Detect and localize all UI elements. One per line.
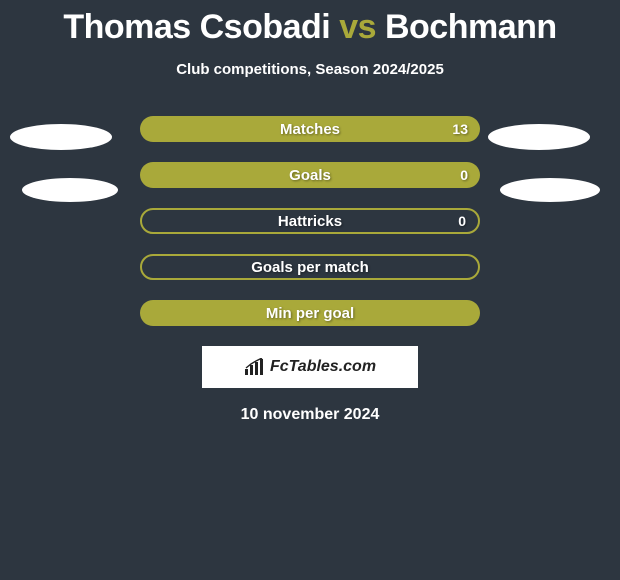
stat-label: Min per goal (266, 305, 354, 322)
player1-name: Thomas Csobadi (63, 8, 330, 46)
stat-row: Min per goal (140, 300, 480, 326)
stat-label: Goals (289, 167, 331, 184)
stat-row: Hattricks 0 (140, 208, 480, 234)
stat-row: Goals per match (140, 254, 480, 280)
vs-text: vs (339, 8, 376, 46)
player-marker-oval (10, 124, 112, 150)
stat-row: Matches 13 (140, 116, 480, 142)
stat-label: Hattricks (278, 213, 342, 230)
player-marker-oval (22, 178, 118, 202)
player-marker-oval (500, 178, 600, 202)
stat-value: 0 (458, 213, 466, 229)
source-badge: FcTables.com (202, 346, 418, 388)
stat-label: Goals per match (251, 259, 369, 276)
comparison-title: Thomas Csobadi vs Bochmann (0, 0, 620, 47)
player2-name: Bochmann (385, 8, 557, 46)
stat-value: 13 (452, 121, 468, 137)
badge-text: FcTables.com (270, 358, 376, 376)
stat-row: Goals 0 (140, 162, 480, 188)
stat-label: Matches (280, 121, 340, 138)
date-text: 10 november 2024 (0, 406, 620, 424)
subtitle: Club competitions, Season 2024/2025 (0, 61, 620, 78)
stat-value: 0 (460, 167, 468, 183)
chart-icon (244, 358, 266, 376)
player-marker-oval (488, 124, 590, 150)
